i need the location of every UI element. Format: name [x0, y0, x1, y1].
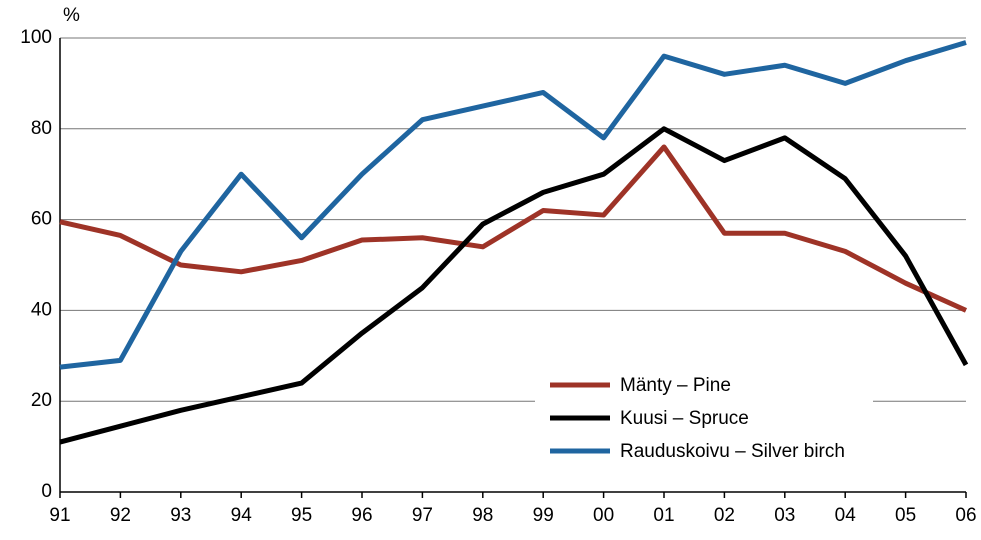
legend-label: Rauduskoivu – Silver birch: [620, 441, 845, 462]
y-tick-label: 60: [31, 209, 52, 230]
x-tick-label: 04: [835, 505, 857, 526]
legend-label: Mänty – Pine: [620, 375, 731, 396]
y-tick-label: 80: [31, 118, 52, 139]
x-tick-label: 01: [653, 505, 674, 526]
series-line: [59, 40, 967, 370]
legend-label: Kuusi – Spruce: [620, 408, 749, 429]
x-tick-label: 92: [110, 505, 131, 526]
y-tick-label: 20: [31, 390, 52, 411]
y-tick-label: 40: [31, 299, 52, 320]
x-tick-label: 99: [533, 505, 554, 526]
series-line: [59, 144, 968, 313]
x-tick-label: 95: [291, 505, 312, 526]
x-tick-label: 05: [895, 505, 916, 526]
x-tick-label: 93: [170, 505, 191, 526]
y-tick-label: 0: [41, 481, 52, 502]
x-tick-label: 98: [472, 505, 493, 526]
y-tick-label: 100: [20, 27, 52, 48]
series-line: [59, 126, 969, 445]
y-unit-label: %: [63, 5, 80, 26]
x-tick-label: 94: [231, 505, 253, 526]
x-tick-label: 03: [774, 505, 795, 526]
x-tick-label: 96: [351, 505, 372, 526]
x-tick-label: 00: [593, 505, 614, 526]
x-tick-label: 02: [714, 505, 735, 526]
x-tick-label: 97: [412, 505, 433, 526]
x-tick-label: 91: [49, 505, 70, 526]
x-tick-label: 06: [955, 505, 976, 526]
